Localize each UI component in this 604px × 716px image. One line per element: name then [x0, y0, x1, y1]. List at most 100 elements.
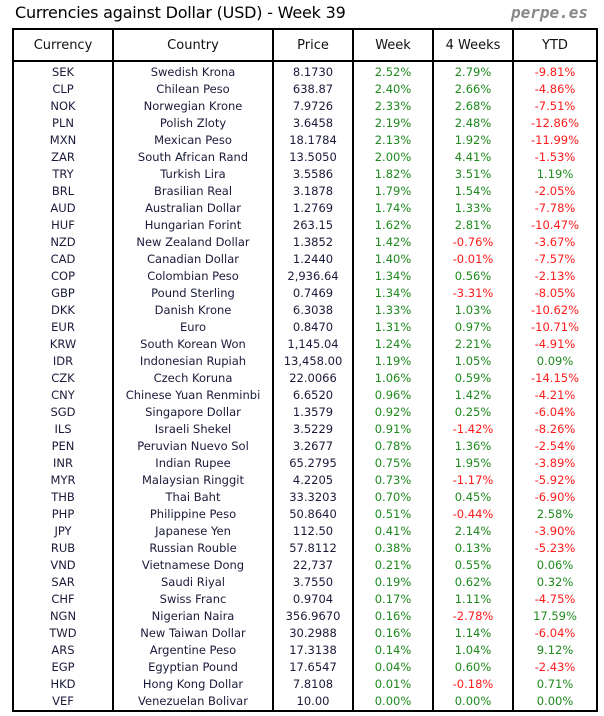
cell-price: 0.7469: [272, 285, 354, 302]
cell-country: Chinese Yuan Renminbi: [112, 387, 274, 404]
cell-ytd: -4.91%: [512, 336, 598, 353]
cell-country: South African Rand: [112, 149, 274, 166]
cell-currency: EUR: [12, 319, 114, 336]
cell-ytd: -3.90%: [512, 523, 598, 540]
cell-ytd: -7.57%: [512, 251, 598, 268]
cell-country: Russian Rouble: [112, 540, 274, 557]
cell-ytd: -4.21%: [512, 387, 598, 404]
cell-week: 0.38%: [352, 540, 434, 557]
cell-4weeks: 0.00%: [432, 693, 514, 711]
cell-price: 33.3203: [272, 489, 354, 506]
cell-country: Hungarian Forint: [112, 217, 274, 234]
cell-week: 2.13%: [352, 132, 434, 149]
cell-price: 1.2440: [272, 251, 354, 268]
cell-ytd: -14.15%: [512, 370, 598, 387]
cell-4weeks: -2.78%: [432, 608, 514, 625]
table-row: INR Indian Rupee 65.2795 0.75% 1.95% -3.89%: [12, 455, 598, 472]
cell-currency: EGP: [12, 659, 114, 676]
cell-country: South Korean Won: [112, 336, 274, 353]
header-4weeks: 4 Weeks: [432, 28, 514, 62]
cell-currency: BRL: [12, 183, 114, 200]
table-row: HKD Hong Kong Dollar 7.8108 0.01% -0.18% 0.71…: [12, 676, 598, 693]
cell-currency: CAD: [12, 251, 114, 268]
cell-price: 17.6547: [272, 659, 354, 676]
cell-price: 50.8640: [272, 506, 354, 523]
cell-ytd: -10.47%: [512, 217, 598, 234]
table-row: CAD Canadian Dollar 1.2440 1.40% -0.01% -7.57…: [12, 251, 598, 268]
cell-ytd: -6.04%: [512, 625, 598, 642]
cell-ytd: -10.62%: [512, 302, 598, 319]
header-price: Price: [272, 28, 354, 62]
cell-price: 6.6520: [272, 387, 354, 404]
table-row: RUB Russian Rouble 57.8112 0.38% 0.13% -5.23%: [12, 540, 598, 557]
cell-currency: CZK: [12, 370, 114, 387]
cell-week: 1.06%: [352, 370, 434, 387]
cell-week: 1.62%: [352, 217, 434, 234]
cell-4weeks: -3.31%: [432, 285, 514, 302]
cell-currency: IDR: [12, 353, 114, 370]
cell-ytd: -11.99%: [512, 132, 598, 149]
cell-currency: PHP: [12, 506, 114, 523]
cell-ytd: -5.23%: [512, 540, 598, 557]
cell-4weeks: 1.42%: [432, 387, 514, 404]
cell-currency: VND: [12, 557, 114, 574]
cell-price: 7.8108: [272, 676, 354, 693]
cell-week: 1.82%: [352, 166, 434, 183]
cell-4weeks: 0.56%: [432, 268, 514, 285]
table-row: CZK Czech Koruna 22.0066 1.06% 0.59% -14.15%: [12, 370, 598, 387]
cell-ytd: -1.53%: [512, 149, 598, 166]
cell-price: 4.2205: [272, 472, 354, 489]
cell-week: 1.34%: [352, 285, 434, 302]
table-row: VND Vietnamese Dong 22,737 0.21% 0.55% 0.06%: [12, 557, 598, 574]
cell-4weeks: 4.41%: [432, 149, 514, 166]
cell-country: Pound Sterling: [112, 285, 274, 302]
cell-4weeks: 1.04%: [432, 642, 514, 659]
cell-currency: JPY: [12, 523, 114, 540]
cell-price: 1.3852: [272, 234, 354, 251]
cell-ytd: -4.75%: [512, 591, 598, 608]
cell-country: Saudi Riyal: [112, 574, 274, 591]
table-row: GBP Pound Sterling 0.7469 1.34% -3.31% -8.05%: [12, 285, 598, 302]
cell-currency: KRW: [12, 336, 114, 353]
cell-ytd: -10.71%: [512, 319, 598, 336]
cell-week: 0.91%: [352, 421, 434, 438]
cell-country: Brasilian Real: [112, 183, 274, 200]
table-row: KRW South Korean Won 1,145.04 1.24% 2.21% -4.…: [12, 336, 598, 353]
cell-ytd: 17.59%: [512, 608, 598, 625]
cell-currency: GBP: [12, 285, 114, 302]
cell-country: Swedish Krona: [112, 61, 274, 81]
cell-week: 0.75%: [352, 455, 434, 472]
table-row: CLP Chilean Peso 638.87 2.40% 2.66% -4.86%: [12, 81, 598, 98]
cell-currency: RUB: [12, 540, 114, 557]
table-row: IDR Indonesian Rupiah 13,458.00 1.19% 1.05% 0…: [12, 353, 598, 370]
cell-ytd: -3.67%: [512, 234, 598, 251]
cell-price: 10.00: [272, 693, 354, 711]
table-row: CHF Swiss Franc 0.9704 0.17% 1.11% -4.75%: [12, 591, 598, 608]
cell-price: 1.2769: [272, 200, 354, 217]
table-row: ILS Israeli Shekel 3.5229 0.91% -1.42% -8.26%: [12, 421, 598, 438]
cell-week: 0.14%: [352, 642, 434, 659]
cell-week: 0.92%: [352, 404, 434, 421]
cell-ytd: -5.92%: [512, 472, 598, 489]
cell-week: 0.78%: [352, 438, 434, 455]
cell-price: 13,458.00: [272, 353, 354, 370]
cell-currency: INR: [12, 455, 114, 472]
cell-price: 263.15: [272, 217, 354, 234]
cell-country: Canadian Dollar: [112, 251, 274, 268]
cell-currency: MXN: [12, 132, 114, 149]
cell-4weeks: 1.54%: [432, 183, 514, 200]
cell-price: 7.9726: [272, 98, 354, 115]
cell-week: 0.17%: [352, 591, 434, 608]
cell-4weeks: -1.17%: [432, 472, 514, 489]
cell-week: 1.34%: [352, 268, 434, 285]
cell-week: 0.01%: [352, 676, 434, 693]
cell-currency: MYR: [12, 472, 114, 489]
header-ytd: YTD: [512, 28, 598, 62]
cell-currency: DKK: [12, 302, 114, 319]
cell-4weeks: -0.18%: [432, 676, 514, 693]
cell-4weeks: 0.25%: [432, 404, 514, 421]
table-row: COP Colombian Peso 2,936.64 1.34% 0.56% -2.13…: [12, 268, 598, 285]
cell-currency: SEK: [12, 61, 114, 81]
cell-ytd: -7.78%: [512, 200, 598, 217]
cell-country: Norwegian Krone: [112, 98, 274, 115]
